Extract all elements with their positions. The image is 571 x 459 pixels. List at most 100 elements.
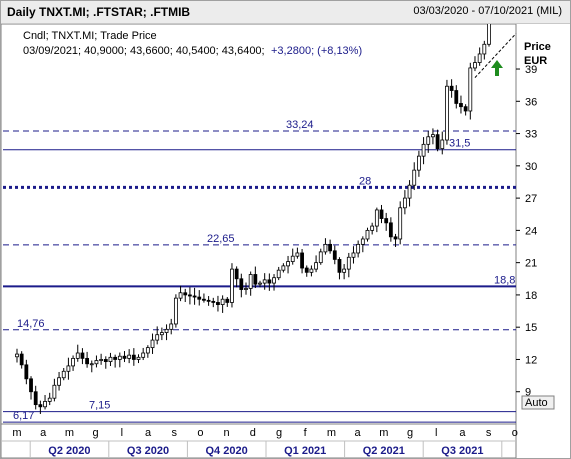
candle[interactable] [29, 376, 33, 400]
candle[interactable] [402, 190, 407, 215]
candle[interactable] [300, 249, 304, 274]
candle[interactable] [192, 287, 197, 305]
candle[interactable] [463, 104, 468, 116]
candle[interactable] [71, 355, 75, 371]
candle[interactable] [113, 354, 118, 368]
candle[interactable] [94, 355, 99, 368]
candle[interactable] [89, 360, 94, 373]
candle[interactable] [103, 356, 108, 369]
candle[interactable] [276, 266, 281, 281]
candle[interactable] [272, 274, 276, 291]
candle[interactable] [57, 371, 61, 391]
candle[interactable] [407, 180, 412, 207]
candle[interactable] [487, 24, 491, 47]
time-axis[interactable]: m a m g l a s o n d g f m a m g l a s o Q2 2020 Q3 2020 Q4 202… [1, 423, 518, 458]
candle[interactable] [384, 212, 389, 231]
candle[interactable] [356, 240, 361, 258]
candle[interactable] [328, 239, 333, 254]
candle[interactable] [122, 351, 127, 363]
candle[interactable] [346, 252, 351, 278]
candle[interactable] [426, 131, 431, 153]
candle[interactable] [127, 349, 132, 364]
candle[interactable] [412, 162, 417, 191]
candle[interactable] [417, 150, 421, 177]
price-axis[interactable]: 9 12 15 18 21 24 27 30 33 36 39 [516, 64, 537, 399]
candle[interactable] [314, 255, 318, 273]
candle[interactable] [80, 348, 85, 365]
candle[interactable] [477, 47, 482, 66]
candle[interactable] [398, 201, 403, 245]
candle[interactable] [374, 207, 379, 233]
plot-area[interactable] [1, 24, 517, 425]
candle[interactable] [19, 351, 24, 369]
candle[interactable] [178, 285, 183, 302]
candle[interactable] [150, 333, 155, 354]
candle[interactable] [262, 273, 267, 290]
candle[interactable] [295, 247, 300, 259]
candle[interactable] [342, 264, 347, 280]
candle[interactable] [220, 295, 225, 313]
candle[interactable] [225, 297, 230, 307]
candle[interactable] [155, 326, 160, 345]
candle[interactable] [52, 378, 57, 402]
candle[interactable] [66, 357, 71, 380]
candle[interactable] [61, 368, 66, 381]
candle[interactable] [482, 40, 487, 60]
candle[interactable] [197, 290, 202, 306]
candle[interactable] [202, 293, 206, 303]
candle[interactable] [99, 353, 104, 365]
candle[interactable] [145, 345, 150, 358]
candle[interactable] [169, 318, 174, 335]
candle[interactable] [379, 204, 384, 224]
candle[interactable] [337, 257, 342, 280]
candle[interactable] [188, 287, 192, 305]
candle[interactable] [141, 347, 146, 361]
candle[interactable] [304, 265, 309, 277]
candle[interactable] [47, 392, 52, 406]
candle[interactable] [435, 129, 440, 152]
candle[interactable] [370, 222, 375, 235]
candle[interactable] [258, 280, 262, 288]
candle[interactable] [159, 327, 164, 341]
candle[interactable] [211, 297, 216, 308]
candle[interactable] [33, 385, 38, 410]
candle[interactable] [281, 263, 286, 273]
candle[interactable] [393, 233, 398, 247]
candle[interactable] [388, 217, 393, 242]
candle[interactable] [136, 354, 141, 364]
candle[interactable] [85, 351, 89, 368]
candle[interactable] [117, 352, 122, 368]
candle[interactable] [183, 288, 188, 303]
candle[interactable] [43, 395, 47, 410]
candle[interactable] [351, 246, 356, 264]
candle[interactable] [234, 266, 239, 288]
candle[interactable] [360, 236, 365, 253]
candle[interactable] [216, 295, 220, 312]
candle[interactable] [473, 56, 477, 72]
candle[interactable] [454, 85, 459, 109]
candle[interactable] [24, 359, 29, 385]
candle[interactable] [75, 344, 80, 362]
candle[interactable] [309, 265, 314, 277]
candle[interactable] [445, 79, 449, 145]
candle[interactable] [15, 348, 19, 363]
candle[interactable] [468, 62, 473, 120]
candle[interactable] [173, 294, 178, 328]
candle[interactable] [230, 263, 234, 308]
candle[interactable] [248, 271, 253, 296]
candle[interactable] [440, 131, 445, 155]
candle[interactable] [267, 273, 272, 291]
candle[interactable] [459, 95, 463, 114]
candle[interactable] [239, 273, 244, 298]
trendline-segment[interactable] [474, 33, 517, 78]
candle[interactable] [286, 255, 290, 274]
candle[interactable] [365, 227, 370, 242]
candle[interactable] [449, 79, 454, 98]
candle[interactable] [332, 245, 337, 265]
candle[interactable] [38, 400, 43, 414]
candle[interactable] [253, 266, 258, 289]
candle[interactable] [108, 352, 113, 367]
candle[interactable] [290, 248, 295, 265]
auto-scale-button[interactable]: Auto [521, 395, 555, 410]
candle[interactable] [318, 248, 323, 265]
